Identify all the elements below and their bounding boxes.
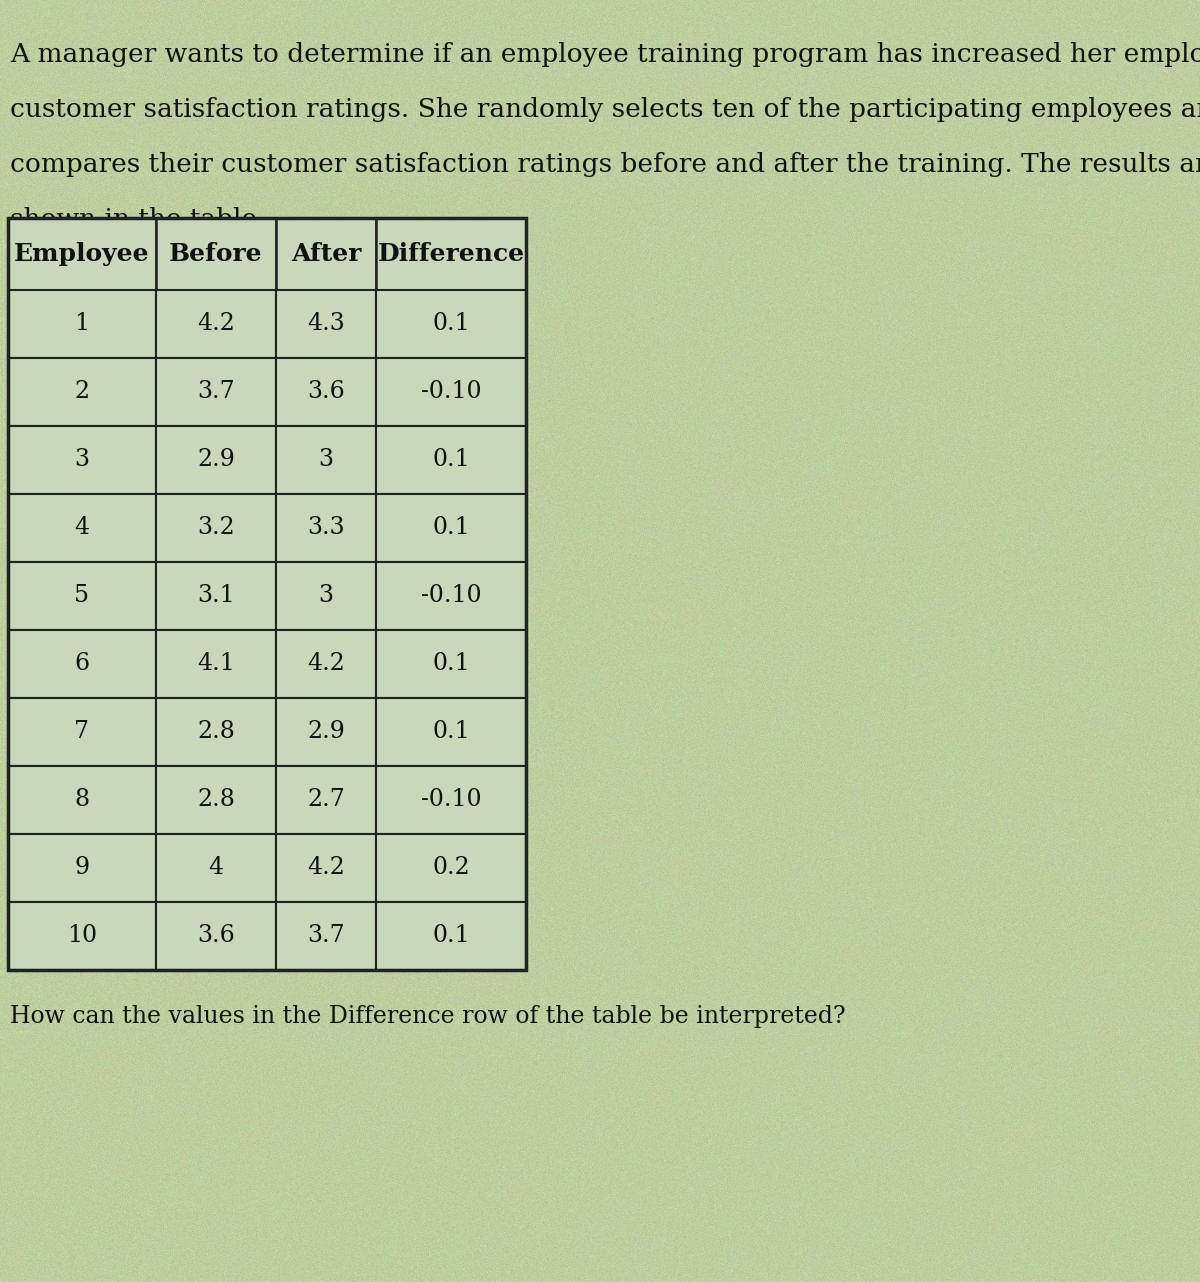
Text: 3.6: 3.6: [197, 924, 235, 947]
Bar: [156, 290, 276, 358]
Bar: [376, 835, 526, 903]
Text: 5: 5: [74, 585, 90, 608]
Text: 2.8: 2.8: [197, 720, 235, 744]
Text: 3.1: 3.1: [197, 585, 235, 608]
Bar: [376, 426, 526, 494]
Text: Difference: Difference: [378, 242, 524, 265]
Bar: [156, 562, 276, 629]
Bar: [276, 290, 376, 358]
Bar: [8, 218, 526, 970]
Text: 7: 7: [74, 720, 90, 744]
Text: 4: 4: [209, 856, 223, 879]
Text: 0.1: 0.1: [432, 653, 470, 676]
Bar: [276, 494, 376, 562]
Text: Before: Before: [169, 242, 263, 265]
Text: 2.9: 2.9: [307, 720, 344, 744]
Text: 3: 3: [318, 585, 334, 608]
Text: 3.2: 3.2: [197, 517, 235, 540]
Text: Employee: Employee: [14, 242, 150, 265]
Bar: [8, 697, 156, 767]
Bar: [156, 697, 276, 767]
Bar: [276, 767, 376, 835]
Text: 9: 9: [74, 856, 90, 879]
Bar: [276, 218, 376, 290]
Text: 0.1: 0.1: [432, 924, 470, 947]
Text: 0.1: 0.1: [432, 449, 470, 472]
Text: 4: 4: [74, 517, 90, 540]
Bar: [8, 426, 156, 494]
Bar: [376, 767, 526, 835]
Text: 8: 8: [74, 788, 90, 812]
Bar: [156, 629, 276, 697]
Text: 4.2: 4.2: [307, 856, 344, 879]
Bar: [276, 903, 376, 970]
Bar: [156, 494, 276, 562]
Bar: [156, 358, 276, 426]
Bar: [8, 903, 156, 970]
Bar: [376, 218, 526, 290]
Text: 2.9: 2.9: [197, 449, 235, 472]
Bar: [376, 629, 526, 697]
Bar: [276, 697, 376, 767]
Text: 10: 10: [67, 924, 97, 947]
Bar: [276, 835, 376, 903]
Text: 3.7: 3.7: [307, 924, 344, 947]
Text: compares their customer satisfaction ratings before and after the training. The : compares their customer satisfaction rat…: [10, 153, 1200, 177]
Bar: [276, 562, 376, 629]
Text: 4.2: 4.2: [197, 313, 235, 336]
Text: 4.1: 4.1: [197, 653, 235, 676]
Bar: [156, 218, 276, 290]
Bar: [8, 629, 156, 697]
Bar: [276, 629, 376, 697]
Bar: [276, 358, 376, 426]
Text: -0.10: -0.10: [421, 788, 481, 812]
Text: 3.7: 3.7: [197, 381, 235, 404]
Bar: [276, 426, 376, 494]
Text: How can the values in the Difference row of the table be interpreted?: How can the values in the Difference row…: [10, 1005, 846, 1028]
Bar: [376, 494, 526, 562]
Text: customer satisfaction ratings. She randomly selects ten of the participating emp: customer satisfaction ratings. She rando…: [10, 97, 1200, 122]
Bar: [156, 426, 276, 494]
Text: 3.3: 3.3: [307, 517, 344, 540]
Bar: [8, 835, 156, 903]
Text: After: After: [290, 242, 361, 265]
Text: 4.2: 4.2: [307, 653, 344, 676]
Text: shown in the table.: shown in the table.: [10, 206, 265, 232]
Text: 2: 2: [74, 381, 90, 404]
Bar: [8, 218, 156, 290]
Bar: [8, 767, 156, 835]
Bar: [376, 290, 526, 358]
Bar: [376, 697, 526, 767]
Text: 3: 3: [318, 449, 334, 472]
Text: 0.1: 0.1: [432, 313, 470, 336]
Text: 3.6: 3.6: [307, 381, 344, 404]
Text: 6: 6: [74, 653, 90, 676]
Text: -0.10: -0.10: [421, 585, 481, 608]
Bar: [376, 903, 526, 970]
Text: 0.2: 0.2: [432, 856, 470, 879]
Bar: [8, 494, 156, 562]
Text: 0.1: 0.1: [432, 720, 470, 744]
Text: 1: 1: [74, 313, 90, 336]
Bar: [156, 767, 276, 835]
Text: 2.7: 2.7: [307, 788, 344, 812]
Bar: [156, 835, 276, 903]
Bar: [376, 358, 526, 426]
Text: 3: 3: [74, 449, 90, 472]
Bar: [156, 903, 276, 970]
Bar: [8, 562, 156, 629]
Bar: [8, 290, 156, 358]
Text: -0.10: -0.10: [421, 381, 481, 404]
Text: 0.1: 0.1: [432, 517, 470, 540]
Bar: [376, 562, 526, 629]
Text: 4.3: 4.3: [307, 313, 344, 336]
Bar: [8, 358, 156, 426]
Text: 2.8: 2.8: [197, 788, 235, 812]
Text: A manager wants to determine if an employee training program has increased her e: A manager wants to determine if an emplo…: [10, 42, 1200, 67]
